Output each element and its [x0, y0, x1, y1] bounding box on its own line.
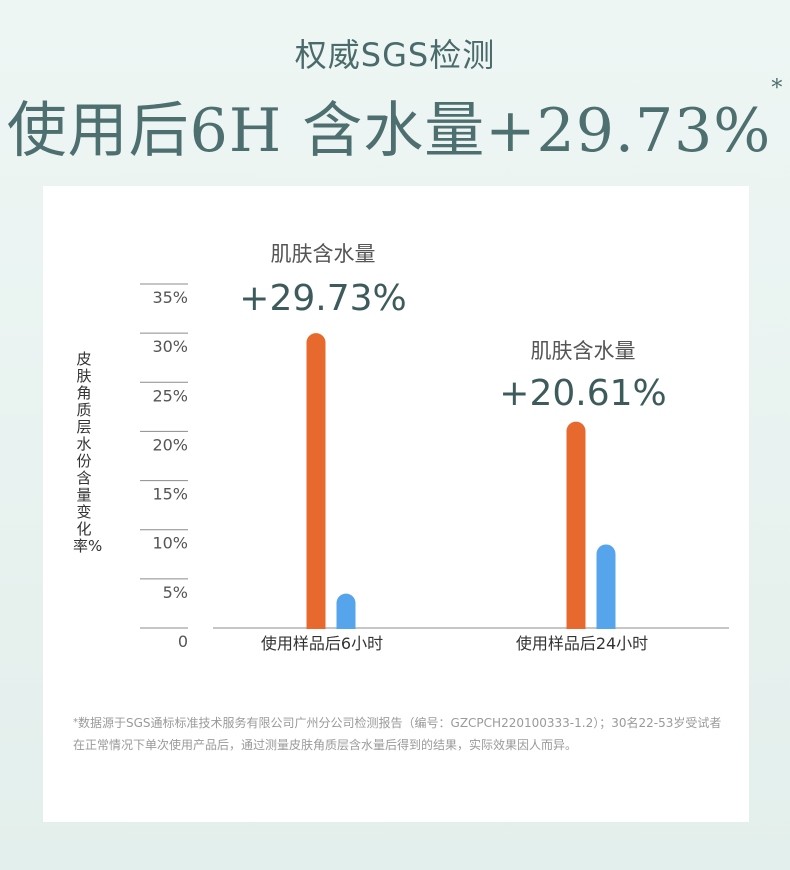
headline-asterisk: *: [771, 76, 784, 101]
annotation-label: 肌肤含水量: [531, 339, 636, 363]
y-tick-label: 20%: [152, 435, 188, 454]
footnote-asterisk: *: [73, 717, 78, 728]
y-tick-label: 10%: [152, 534, 188, 553]
bar-base: [306, 618, 326, 629]
bar-base: [566, 618, 586, 629]
bar: [306, 333, 326, 629]
page-headline: 使用后6H 含水量+29.73%*: [0, 76, 790, 169]
footnote: *数据源于SGS通标标准技术服务有限公司广州分公司检测报告（编号：GZCPCH2…: [73, 712, 723, 756]
y-tick-label: 15%: [152, 485, 188, 504]
y-axis-label: 皮肤角质层水份含量变化率%: [73, 350, 103, 555]
x-tick-label: 使用样品后24小时: [516, 634, 648, 653]
y-tick-label: 25%: [152, 386, 188, 405]
y-tick-label: 30%: [152, 337, 188, 356]
annotation-label: 肌肤含水量: [271, 242, 376, 266]
bar-chart: 0 5% 10% 15% 20% 25% 30% 35% 使用样品后6小时 使用样品后24小时 肌肤…: [140, 242, 729, 653]
page-subtitle: 权威SGS检测: [294, 36, 496, 74]
bar: [566, 421, 586, 629]
y-tick-label: 0: [178, 632, 188, 651]
chart-card: 0 5% 10% 15% 20% 25% 30% 35% 使用样品后6小时 使用样品后24小时 肌肤…: [43, 186, 749, 822]
y-tick-label: 35%: [152, 288, 188, 307]
bar-base: [596, 618, 616, 629]
x-tick-label: 使用样品后6小时: [261, 634, 383, 653]
footnote-text: 数据源于SGS通标标准技术服务有限公司广州分公司检测报告（编号：GZCPCH22…: [73, 716, 722, 752]
annotation-value: +29.73%: [239, 278, 406, 319]
bar: [596, 544, 616, 629]
bar-base: [336, 618, 356, 629]
annotation-value: +20.61%: [499, 373, 666, 414]
y-tick-label: 5%: [163, 583, 188, 602]
headline-text: 使用后6H 含水量+29.73%: [6, 96, 772, 166]
